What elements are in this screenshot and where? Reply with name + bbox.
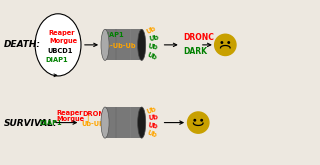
Text: DRONC: DRONC bbox=[82, 111, 109, 117]
Text: Ub: Ub bbox=[147, 43, 158, 51]
Ellipse shape bbox=[201, 119, 202, 121]
Text: Reaper: Reaper bbox=[56, 110, 83, 116]
Text: Morgue: Morgue bbox=[50, 38, 78, 44]
Text: Ub: Ub bbox=[146, 25, 157, 35]
Text: Ub: Ub bbox=[146, 129, 157, 139]
Bar bbox=[116, 29, 117, 60]
Text: Ub: Ub bbox=[146, 106, 157, 115]
Ellipse shape bbox=[138, 107, 146, 138]
Bar bbox=[105, 29, 142, 60]
Text: Ub-Ub-Ub: Ub-Ub-Ub bbox=[100, 43, 136, 49]
Ellipse shape bbox=[194, 119, 196, 121]
Text: DRONC: DRONC bbox=[183, 33, 214, 42]
Bar bbox=[116, 107, 117, 138]
Text: DIAP1: DIAP1 bbox=[45, 57, 68, 63]
Ellipse shape bbox=[215, 34, 236, 55]
Text: |: | bbox=[105, 37, 108, 44]
Ellipse shape bbox=[228, 42, 229, 43]
Ellipse shape bbox=[35, 14, 81, 76]
Text: Ub-Ub-Ub: Ub-Ub-Ub bbox=[81, 121, 117, 127]
Text: DEATH:: DEATH: bbox=[4, 40, 41, 49]
Text: DIAP1: DIAP1 bbox=[101, 32, 124, 38]
Ellipse shape bbox=[138, 29, 146, 60]
Bar bbox=[130, 107, 131, 138]
Text: Reaper: Reaper bbox=[48, 30, 75, 36]
Text: SURVIVAL:: SURVIVAL: bbox=[4, 119, 58, 128]
Bar bbox=[105, 107, 142, 138]
Text: Ub: Ub bbox=[148, 35, 159, 42]
Text: Morgue: Morgue bbox=[56, 116, 84, 122]
Ellipse shape bbox=[101, 107, 109, 138]
Text: DARK: DARK bbox=[183, 47, 207, 56]
Text: Ub: Ub bbox=[148, 115, 159, 121]
Text: DIAP1: DIAP1 bbox=[39, 120, 61, 126]
Ellipse shape bbox=[188, 112, 209, 133]
Text: UBCD1: UBCD1 bbox=[47, 48, 72, 54]
Text: Ub: Ub bbox=[146, 51, 157, 61]
Ellipse shape bbox=[221, 42, 223, 43]
Text: |: | bbox=[86, 115, 89, 122]
Text: Ub: Ub bbox=[147, 122, 158, 129]
Bar bbox=[130, 29, 131, 60]
Ellipse shape bbox=[101, 29, 109, 60]
